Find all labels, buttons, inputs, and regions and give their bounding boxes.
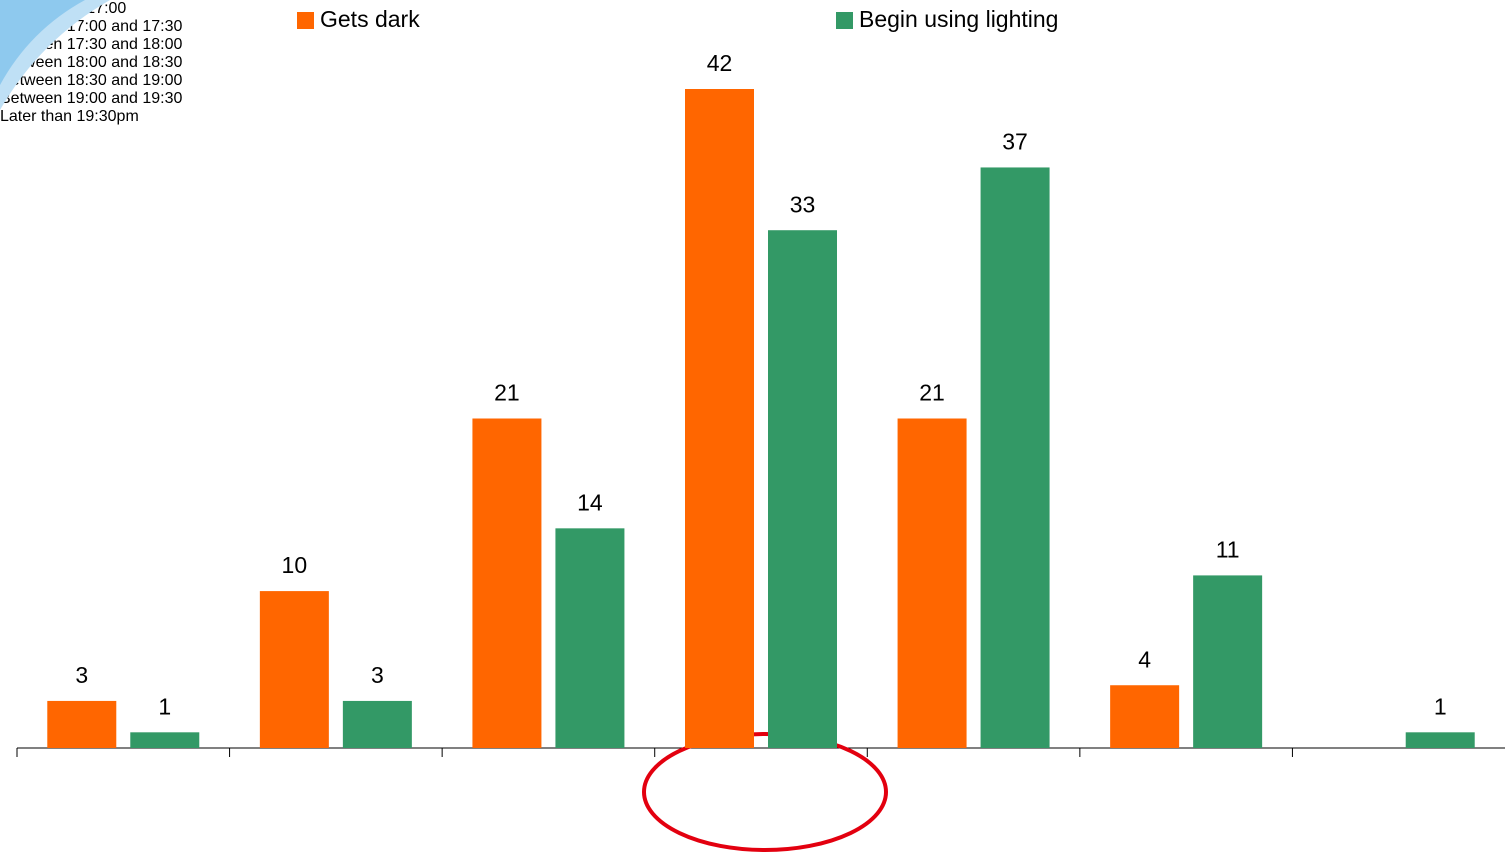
data-label: 4 <box>1138 646 1151 672</box>
bar <box>47 700 117 748</box>
data-label: 10 <box>282 552 308 578</box>
bar <box>897 418 967 748</box>
legend-swatch <box>836 12 853 29</box>
data-label: 3 <box>75 662 88 688</box>
bar <box>555 528 625 748</box>
legend-label: Gets dark <box>320 6 420 32</box>
data-label: 3 <box>371 662 384 688</box>
bar <box>1405 732 1475 748</box>
data-label: 42 <box>707 50 733 76</box>
data-label: 14 <box>577 489 603 515</box>
data-label: 11 <box>1216 536 1240 562</box>
bar <box>980 167 1050 748</box>
data-label: 1 <box>1434 693 1447 719</box>
legend-label: Begin using lighting <box>859 6 1058 32</box>
data-label: 33 <box>790 191 816 217</box>
data-label: 37 <box>1002 129 1028 155</box>
bar <box>1110 685 1180 748</box>
data-label: 21 <box>494 380 520 406</box>
x-tick-label: Between 18:00 and 18:30 <box>0 54 183 71</box>
bar <box>130 732 200 748</box>
x-tick-label: Between 18:30 and 19:00 <box>0 72 183 89</box>
data-label: 1 <box>158 693 171 719</box>
bar <box>259 591 329 748</box>
bar <box>342 700 412 748</box>
highlight-ellipse <box>642 732 888 852</box>
x-tick-label: Later than 19:30pm <box>0 108 139 125</box>
bar <box>685 89 754 748</box>
decoration <box>0 0 85 85</box>
bar <box>472 418 542 748</box>
data-label: 21 <box>919 380 945 406</box>
legend-swatch <box>297 12 314 29</box>
x-tick-label: Between 19:00 and 19:30 <box>0 90 183 107</box>
bar <box>1193 575 1263 748</box>
bar <box>768 230 837 748</box>
